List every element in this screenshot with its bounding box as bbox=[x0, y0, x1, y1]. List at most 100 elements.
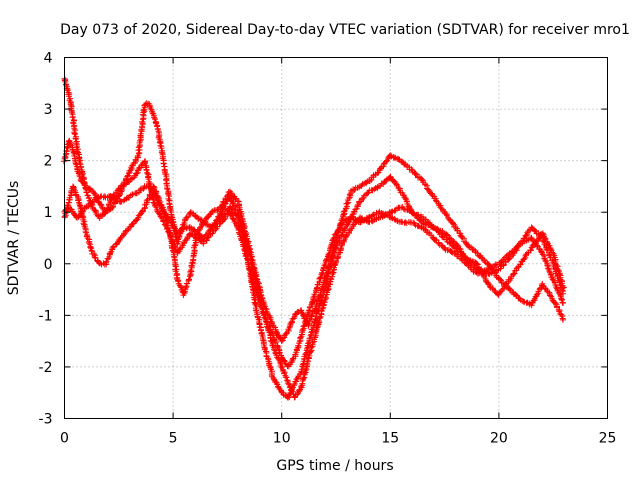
data-point bbox=[375, 183, 382, 190]
data-point bbox=[387, 152, 394, 159]
data-point bbox=[513, 292, 520, 299]
y-tick-label: -3 bbox=[39, 412, 53, 428]
x-tick-label: 25 bbox=[599, 431, 617, 447]
data-point bbox=[300, 312, 307, 319]
data-point bbox=[547, 246, 554, 253]
data-point bbox=[392, 180, 399, 187]
data-point bbox=[560, 316, 566, 323]
data-point bbox=[544, 265, 551, 272]
data-point bbox=[310, 294, 317, 301]
series-track-4 bbox=[61, 183, 567, 401]
data-point bbox=[228, 206, 235, 212]
data-point bbox=[271, 346, 277, 353]
data-point bbox=[197, 224, 203, 231]
data-marks bbox=[60, 75, 567, 401]
data-point bbox=[319, 305, 326, 312]
data-point bbox=[408, 166, 415, 173]
data-point bbox=[312, 317, 319, 323]
data-point bbox=[546, 268, 553, 274]
data-point bbox=[267, 337, 274, 344]
data-point bbox=[183, 214, 190, 221]
data-point bbox=[546, 289, 553, 296]
data-point bbox=[321, 262, 328, 269]
plot-frame bbox=[64, 57, 608, 419]
data-point bbox=[228, 190, 235, 197]
data-point bbox=[80, 178, 87, 185]
data-point bbox=[400, 205, 407, 212]
x-tick-label: 20 bbox=[490, 431, 508, 447]
data-point bbox=[249, 263, 256, 270]
data-point bbox=[486, 283, 493, 290]
data-point bbox=[90, 251, 97, 257]
data-point bbox=[544, 262, 551, 269]
y-tick-label: 2 bbox=[44, 154, 53, 170]
data-point bbox=[288, 318, 295, 325]
data-point bbox=[374, 184, 381, 191]
data-point bbox=[547, 271, 554, 277]
data-point bbox=[523, 237, 530, 244]
x-axis-title: GPS time / hours bbox=[276, 458, 393, 474]
data-point bbox=[317, 274, 324, 281]
data-point bbox=[185, 213, 192, 220]
data-point bbox=[474, 261, 481, 268]
data-point bbox=[142, 101, 149, 108]
data-point bbox=[88, 247, 95, 254]
y-tick-label: 4 bbox=[44, 51, 53, 67]
data-point bbox=[412, 170, 419, 177]
data-point bbox=[332, 231, 339, 238]
axis-ticks bbox=[64, 57, 608, 419]
data-point bbox=[448, 248, 455, 255]
data-point bbox=[443, 212, 450, 219]
data-point bbox=[552, 300, 559, 307]
y-tick-label: -2 bbox=[39, 360, 53, 376]
data-point bbox=[85, 240, 92, 246]
data-point bbox=[305, 340, 312, 347]
data-point bbox=[510, 271, 516, 278]
data-point bbox=[283, 374, 290, 381]
data-point bbox=[234, 198, 241, 204]
data-point bbox=[515, 242, 522, 248]
data-point bbox=[465, 242, 472, 249]
y-axis-title: SDTVAR / TECUs bbox=[6, 181, 22, 296]
data-point bbox=[83, 189, 90, 196]
data-point bbox=[87, 244, 94, 251]
data-point bbox=[481, 257, 488, 264]
data-point bbox=[301, 370, 308, 377]
data-point bbox=[156, 139, 163, 146]
y-tick-labels: -3 -2 -1 0 1 2 3 4 bbox=[39, 51, 53, 428]
y-tick-label: 0 bbox=[44, 257, 53, 273]
x-tick-label: 5 bbox=[169, 431, 178, 447]
data-point bbox=[220, 204, 227, 211]
data-point bbox=[242, 237, 249, 244]
chart-title: Day 073 of 2020, Sidereal Day-to-day VTE… bbox=[60, 22, 630, 38]
data-point bbox=[91, 190, 98, 197]
data-point bbox=[459, 251, 466, 258]
data-point bbox=[156, 200, 163, 207]
data-point bbox=[452, 224, 459, 231]
data-point bbox=[92, 207, 99, 214]
data-point bbox=[70, 183, 76, 190]
data-point bbox=[541, 235, 548, 241]
data-point bbox=[140, 107, 147, 114]
data-point bbox=[307, 348, 314, 355]
data-point bbox=[298, 383, 305, 390]
data-point bbox=[91, 254, 98, 261]
data-point bbox=[238, 225, 245, 232]
data-point bbox=[262, 318, 269, 325]
data-point bbox=[478, 254, 485, 261]
data-point bbox=[317, 298, 324, 304]
data-point bbox=[142, 160, 148, 167]
data-point bbox=[107, 250, 114, 257]
data-point bbox=[203, 237, 210, 244]
y-tick-label: 1 bbox=[44, 205, 53, 221]
y-tick-label: 3 bbox=[44, 102, 53, 118]
data-point bbox=[450, 220, 457, 227]
x-tick-label: 15 bbox=[381, 431, 399, 447]
data-point bbox=[299, 326, 306, 333]
data-point bbox=[371, 186, 378, 193]
series-track-1 bbox=[60, 137, 567, 344]
data-point bbox=[556, 271, 563, 278]
data-point bbox=[300, 375, 307, 382]
data-point bbox=[152, 193, 159, 199]
